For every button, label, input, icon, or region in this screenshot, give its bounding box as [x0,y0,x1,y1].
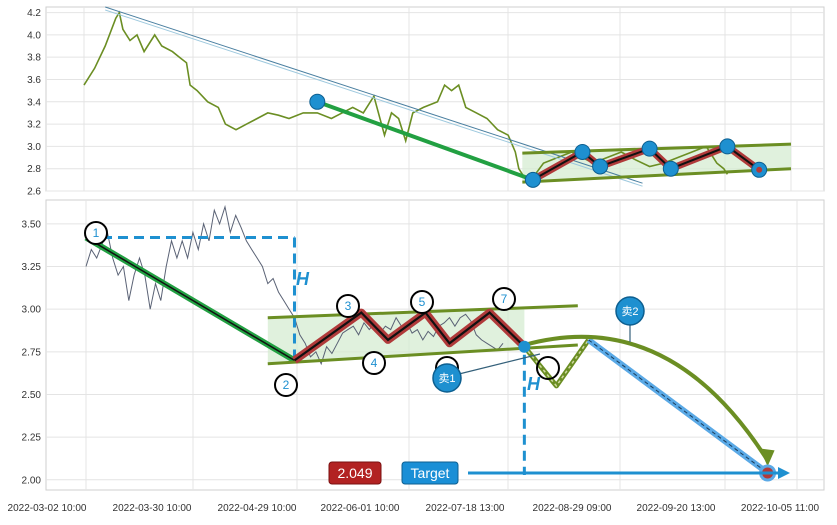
sell1-badge: 卖1 [432,363,462,393]
pattern-point-7: 7 [492,287,516,311]
overview-channel-bottom [522,167,792,184]
detail-x-tick-6: 2022-09-20 13:00 [637,503,716,514]
detail-x-tick-4: 2022-07-18 13:00 [426,503,505,514]
axis-labels: 4.2 4.0 3.8 3.6 3.4 3.2 3.0 2.8 2.6 3.50 3.25 3.00 2… [8,8,820,514]
detail-breakout-dot [518,340,531,353]
overview-marker-0 [309,93,326,110]
detail-y-tick-1: 3.25 [22,262,42,273]
detail-y-tick-6: 2.00 [22,475,42,486]
pattern-point-3-label: 3 [345,299,352,313]
pattern-point-5-label: 5 [419,295,426,309]
overview-end-dot [756,166,763,173]
detail-projection-wave-core [523,339,590,388]
target-box: Target [401,461,459,485]
overview-y-tick-7: 2.8 [27,164,41,175]
detail-projection-drop-core [588,339,768,474]
overview-long-trendline [105,6,643,184]
detail-y-tick-5: 2.25 [22,433,42,444]
target-arrowhead [778,467,790,479]
detail-arc-arrowhead [759,448,775,467]
detail-x-tick-3: 2022-06-01 10:00 [321,503,400,514]
detail-x-tick-0: 2022-03-02 10:00 [8,503,87,514]
overview-y-tick-1: 4.0 [27,30,41,41]
overview-y-tick-4: 3.4 [27,97,41,108]
detail-y-tick-0: 3.50 [22,219,42,230]
pattern-point-4-label: 4 [371,356,378,370]
overview-y-tick-8: 2.6 [27,187,41,198]
overview-y-tick-0: 4.2 [27,8,41,19]
overview-descending-leg [316,99,534,182]
overview-marker-3 [592,158,609,175]
sell1-label: 卖1 [438,372,455,385]
detail-x-tick-1: 2022-03-30 10:00 [113,503,192,514]
detail-y-tick-2: 3.00 [22,305,42,316]
overview-marker-2 [574,143,591,160]
breakout-marker [536,356,560,380]
price-box: 2.049 [328,461,382,485]
overview-marker-1 [524,171,541,188]
overview-marker-5 [662,160,679,177]
detail-y-tick-4: 2.50 [22,390,42,401]
detail-x-tick-2: 2022-04-29 10:00 [218,503,297,514]
overview-y-tick-3: 3.6 [27,75,41,86]
overview-y-tick-6: 3.0 [27,142,41,153]
pattern-point-1: 1 [84,221,108,245]
detail-measured-move-arc [523,334,770,462]
overview-marker-4 [641,140,658,157]
price-box-label: 2.049 [337,465,372,481]
sell2-label: 卖2 [621,305,638,318]
h-label-bottom: H [527,374,541,394]
target-box-label: Target [411,465,450,481]
detail-x-tick-5: 2022-08-29 09:00 [533,503,612,514]
overview-panel [83,6,792,188]
overview-long-trendline-2 [105,9,643,187]
overview-y-tick-2: 3.8 [27,53,41,64]
overview-marker-6 [719,138,736,155]
pattern-point-2-label: 2 [283,378,290,392]
detail-x-tick-7: 2022-10-05 11:00 [741,503,820,514]
pattern-point-3: 3 [336,294,360,318]
pattern-point-2: 2 [274,373,298,397]
overview-y-tick-5: 3.2 [27,120,41,131]
pattern-point-5: 5 [410,290,434,314]
sell2-badge: 卖2 [615,296,645,326]
pattern-point-1-label: 1 [93,226,100,240]
sell1-pointer [458,353,541,375]
pattern-point-4: 4 [362,351,386,375]
h-label-top: H [296,269,310,289]
pattern-point-7-label: 7 [501,292,508,306]
detail-y-tick-3: 2.75 [22,347,42,358]
detail-descending-leg-core [85,236,295,361]
